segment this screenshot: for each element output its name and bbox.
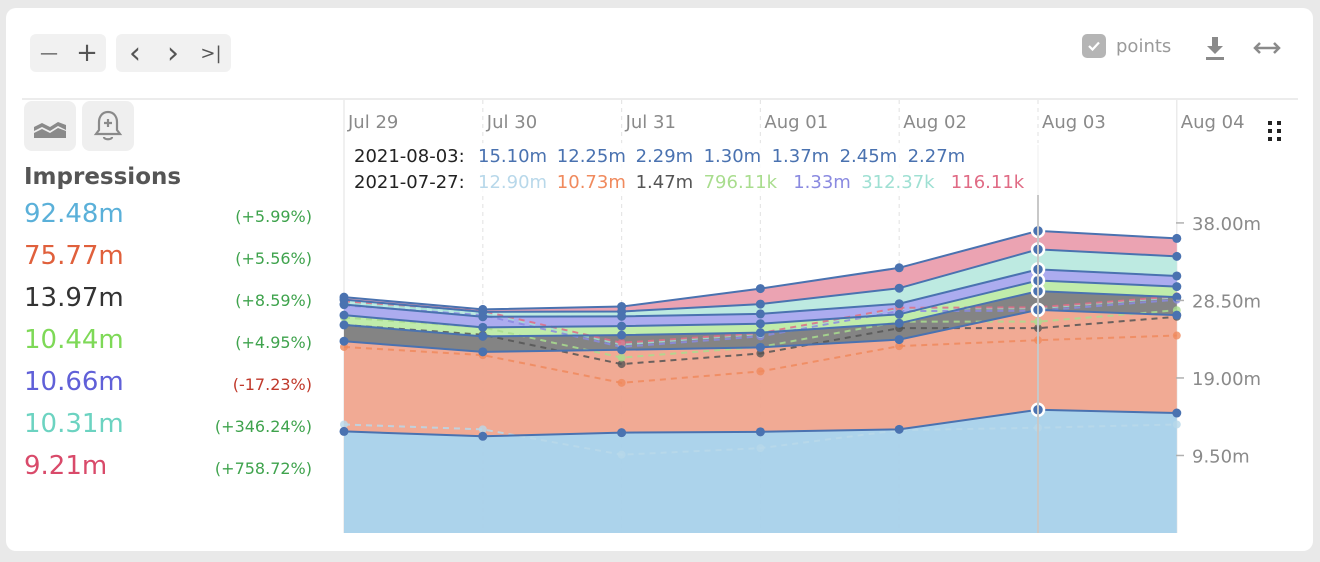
legend-change: (+4.95%) xyxy=(235,333,312,352)
legend-item[interactable]: 13.97m (+8.59%) xyxy=(24,283,314,323)
area-chart-icon xyxy=(34,122,66,138)
legend-change: (+758.72%) xyxy=(214,459,312,478)
legend-change: (+346.24%) xyxy=(214,417,312,436)
legend-change: (+5.56%) xyxy=(235,249,312,268)
legend-value: 13.97m xyxy=(24,283,124,313)
legend-change: (+8.59%) xyxy=(235,291,312,310)
chart-type-button[interactable] xyxy=(24,101,76,151)
legend-item[interactable]: 9.21m (+758.72%) xyxy=(24,451,314,491)
legend-value: 75.77m xyxy=(24,241,124,271)
navigation-controls: ‹ › >| xyxy=(116,34,231,72)
checkbox-icon[interactable] xyxy=(1082,34,1106,58)
legend-change: (-17.23%) xyxy=(232,375,312,394)
legend-item[interactable]: 10.66m (-17.23%) xyxy=(24,367,314,407)
last-button[interactable]: >| xyxy=(200,42,222,64)
legend-title: Impressions xyxy=(24,164,182,190)
expand-width-icon[interactable] xyxy=(1253,38,1281,58)
drag-handle-icon[interactable] xyxy=(1266,119,1284,143)
next-button[interactable]: › xyxy=(167,35,179,71)
legend-change: (+5.99%) xyxy=(235,207,312,226)
legend-value: 10.44m xyxy=(24,325,124,355)
add-alert-button[interactable] xyxy=(82,101,134,151)
previous-button[interactable]: ‹ xyxy=(129,35,141,71)
legend-item[interactable]: 92.48m (+5.99%) xyxy=(24,199,314,239)
legend-item[interactable]: 10.44m (+4.95%) xyxy=(24,325,314,365)
legend-item[interactable]: 10.31m (+346.24%) xyxy=(24,409,314,449)
download-icon[interactable] xyxy=(1203,35,1227,61)
points-toggle[interactable]: points xyxy=(1082,34,1171,58)
zoom-controls: — + xyxy=(30,34,106,72)
legend-value: 92.48m xyxy=(24,199,124,229)
points-label: points xyxy=(1116,35,1172,57)
legend-value: 9.21m xyxy=(24,451,108,481)
bell-plus-icon xyxy=(93,110,123,141)
zoom-in-button[interactable]: + xyxy=(76,38,98,68)
legend-item[interactable]: 75.77m (+5.56%) xyxy=(24,241,314,281)
legend-value: 10.31m xyxy=(24,409,124,439)
legend-value: 10.66m xyxy=(24,367,124,397)
zoom-out-button[interactable]: — xyxy=(40,42,58,64)
toolbar-divider xyxy=(22,98,1298,100)
